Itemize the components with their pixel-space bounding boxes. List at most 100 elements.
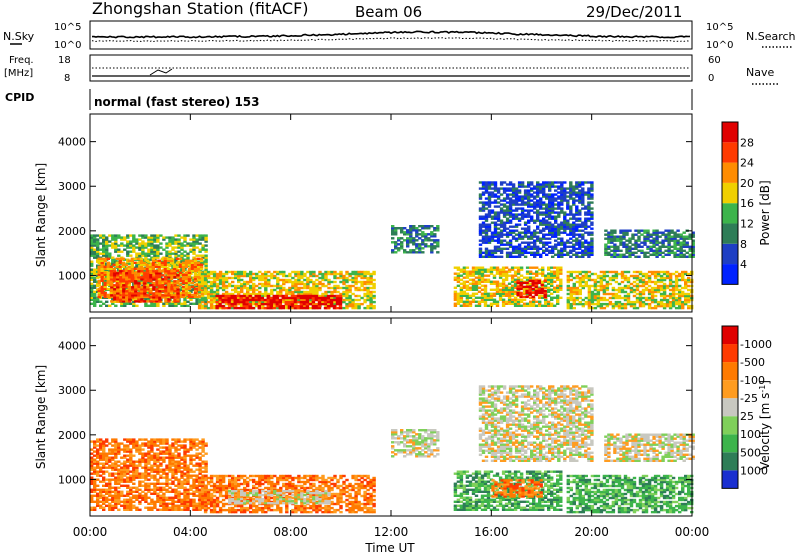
power-cell [522, 298, 527, 301]
power-cell [487, 209, 492, 212]
power-cell [544, 286, 548, 289]
power-cell [550, 282, 554, 285]
power-cell [233, 296, 237, 300]
power-cell [578, 255, 582, 258]
power-cell [575, 185, 579, 188]
power-cell [167, 282, 171, 285]
power-cell [269, 302, 273, 306]
power-cell [625, 255, 629, 258]
power-cell [681, 300, 685, 304]
power-cell [548, 229, 552, 232]
power-cell [172, 265, 177, 268]
power-cell [237, 272, 241, 276]
power-cell [290, 304, 295, 308]
power-cell [152, 288, 156, 291]
power-cell [218, 294, 222, 298]
power-cell [276, 278, 280, 282]
power-cell [477, 274, 482, 277]
power-cell [605, 304, 610, 308]
power-cell [575, 270, 579, 274]
power-cell [516, 287, 520, 291]
power-cell [186, 254, 190, 257]
power-cell [151, 259, 156, 262]
power-cell [557, 249, 561, 252]
power-cell [483, 302, 488, 305]
power-cell [492, 292, 497, 295]
power-cell [166, 295, 171, 299]
power-cell [489, 282, 494, 285]
power-cell [311, 298, 316, 302]
power-cell [261, 306, 265, 310]
power-cell [90, 248, 94, 251]
power-cell [578, 245, 582, 248]
power-cell [556, 276, 560, 279]
power-cell [330, 296, 334, 300]
power-cell [563, 215, 567, 218]
power-cell [662, 276, 667, 280]
power-cell [584, 191, 588, 194]
power-cell [569, 302, 573, 306]
power-cell [156, 238, 160, 241]
power-cell [308, 302, 313, 306]
power-cell [90, 276, 94, 279]
power-cell [514, 249, 519, 252]
power-cell [502, 215, 507, 218]
power-cell [122, 292, 126, 295]
power-cell [138, 242, 142, 245]
power-cell [650, 298, 655, 302]
power-cell [172, 287, 177, 291]
power-cell [656, 280, 661, 284]
power-cell [96, 250, 100, 253]
power-cell [638, 276, 643, 280]
power-cell [360, 276, 364, 280]
power-cell [173, 276, 177, 279]
power-cell [122, 294, 126, 297]
power-cell [184, 259, 189, 262]
power-cell [296, 294, 301, 298]
power-cell [143, 280, 147, 283]
power-cell [145, 265, 150, 268]
power-cell [204, 240, 208, 243]
power-cell [90, 268, 94, 271]
power-cell [492, 298, 497, 301]
power-cell [351, 280, 355, 284]
power-cell [569, 207, 573, 210]
power-cell [161, 274, 165, 277]
power-cell [553, 290, 557, 293]
power-cell [228, 304, 232, 308]
power-cell [171, 238, 175, 241]
power-cell [684, 302, 688, 306]
power-cell [501, 286, 506, 289]
power-cell [100, 257, 104, 260]
power-cell [499, 249, 504, 252]
power-cell [634, 229, 638, 232]
power-cell [486, 268, 491, 271]
power-cell [532, 272, 536, 275]
power-cell [508, 187, 513, 190]
power-cell [193, 287, 198, 291]
power-cell [177, 234, 181, 237]
power-cell [276, 286, 280, 290]
power-cell [242, 294, 246, 298]
power-cell [141, 254, 145, 257]
power-cell [193, 291, 198, 295]
power-cell [155, 274, 159, 277]
power-cell [118, 285, 122, 289]
power-cell [106, 271, 110, 274]
power-cell [499, 251, 504, 254]
power-cell [493, 235, 498, 238]
power-cell [190, 281, 195, 285]
power-cell [611, 296, 616, 300]
power-cell [394, 245, 398, 248]
power-cell [547, 280, 551, 283]
power-cell [137, 270, 141, 273]
power-cell [520, 227, 525, 230]
power-cell [536, 203, 540, 206]
power-cell [527, 189, 531, 192]
power-cell [665, 302, 670, 306]
power-cell [113, 294, 117, 297]
power-cell [511, 201, 516, 204]
power-cell [566, 304, 570, 308]
power-cell [527, 227, 531, 230]
power-cell [156, 256, 160, 259]
